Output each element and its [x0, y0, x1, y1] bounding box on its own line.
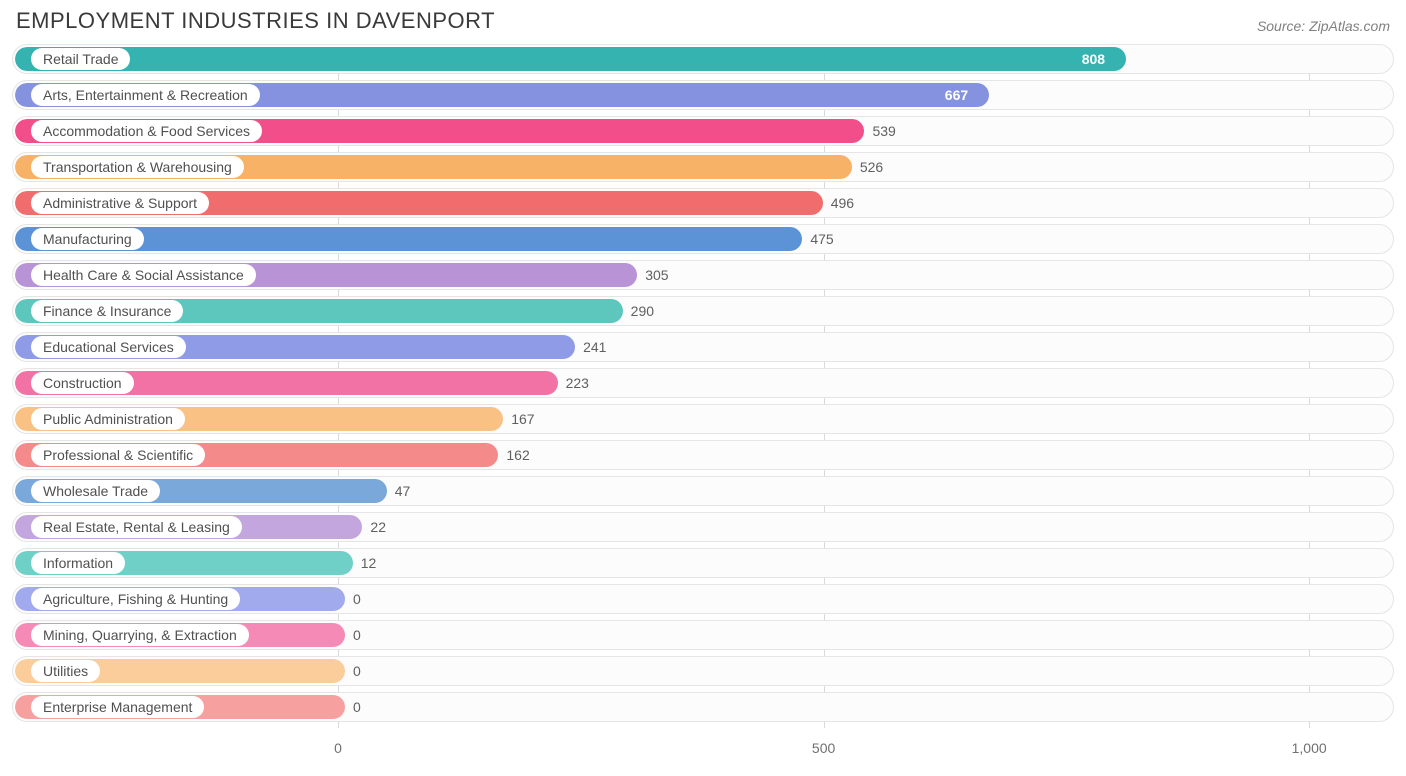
bar-track: [15, 227, 1391, 251]
value-label: 241: [583, 339, 606, 355]
bar-row: Transportation & Warehousing 526: [12, 152, 1394, 182]
value-label: 539: [872, 123, 895, 139]
value-label: 526: [860, 159, 883, 175]
category-label: Mining, Quarrying, & Extraction: [31, 624, 249, 646]
bar-track: [15, 47, 1391, 71]
category-label: Public Administration: [31, 408, 185, 430]
value-label: 162: [506, 447, 529, 463]
category-label: Professional & Scientific: [31, 444, 205, 466]
bar-track: [15, 551, 1391, 575]
bar-track: [15, 443, 1391, 467]
bar-row: Real Estate, Rental & Leasing 22: [12, 512, 1394, 542]
category-label: Arts, Entertainment & Recreation: [31, 84, 260, 106]
bar-row: Finance & Insurance 290: [12, 296, 1394, 326]
bar-row: Administrative & Support 496: [12, 188, 1394, 218]
category-label: Utilities: [31, 660, 100, 682]
category-label: Construction: [31, 372, 134, 394]
axis-tick-label: 0: [334, 740, 342, 756]
value-label: 0: [353, 591, 361, 607]
category-label: Wholesale Trade: [31, 480, 160, 502]
bar-row: Information 12: [12, 548, 1394, 578]
bar-row: Arts, Entertainment & Recreation 667: [12, 80, 1394, 110]
value-label: 496: [831, 195, 854, 211]
bar-track: [15, 299, 1391, 323]
category-label: Health Care & Social Assistance: [31, 264, 256, 286]
category-label: Educational Services: [31, 336, 186, 358]
bar-row: Manufacturing 475: [12, 224, 1394, 254]
axis-tick-label: 500: [812, 740, 835, 756]
bar-row: Utilities 0: [12, 656, 1394, 686]
value-label: 290: [631, 303, 654, 319]
bar-row: Mining, Quarrying, & Extraction 0: [12, 620, 1394, 650]
category-label: Transportation & Warehousing: [31, 156, 244, 178]
value-label: 0: [353, 627, 361, 643]
axis-tick-label: 1,000: [1292, 740, 1327, 756]
bar-row: Accommodation & Food Services 539: [12, 116, 1394, 146]
value-label: 223: [566, 375, 589, 391]
bar-row: Retail Trade 808: [12, 44, 1394, 74]
bar-row: Enterprise Management 0: [12, 692, 1394, 722]
bar-track: [15, 479, 1391, 503]
bar-row: Educational Services 241: [12, 332, 1394, 362]
category-label: Agriculture, Fishing & Hunting: [31, 588, 240, 610]
chart-source: Source: ZipAtlas.com: [1257, 18, 1390, 34]
category-label: Manufacturing: [31, 228, 144, 250]
value-label: 667: [945, 87, 968, 103]
value-label: 167: [511, 411, 534, 427]
category-label: Retail Trade: [31, 48, 130, 70]
bar-row: Construction 223: [12, 368, 1394, 398]
bar-track: [15, 695, 1391, 719]
chart-header: EMPLOYMENT INDUSTRIES IN DAVENPORT Sourc…: [12, 8, 1394, 44]
category-label: Enterprise Management: [31, 696, 204, 718]
category-label: Administrative & Support: [31, 192, 209, 214]
bar-row: Wholesale Trade 47: [12, 476, 1394, 506]
bar-row: Health Care & Social Assistance 305: [12, 260, 1394, 290]
bar-row: Public Administration 167: [12, 404, 1394, 434]
value-label: 22: [370, 519, 386, 535]
category-label: Real Estate, Rental & Leasing: [31, 516, 242, 538]
value-label: 12: [361, 555, 377, 571]
value-label: 0: [353, 699, 361, 715]
value-label: 305: [645, 267, 668, 283]
bar-row: Agriculture, Fishing & Hunting 0: [12, 584, 1394, 614]
bar-track: [15, 371, 1391, 395]
value-label: 808: [1082, 51, 1105, 67]
category-label: Finance & Insurance: [31, 300, 183, 322]
value-label: 47: [395, 483, 411, 499]
category-label: Accommodation & Food Services: [31, 120, 262, 142]
chart-area: 0 500 1,000 Retail Trade 808 Arts, Entertainm…: [12, 44, 1394, 756]
bar-fill: [15, 47, 1126, 71]
value-label: 0: [353, 663, 361, 679]
chart-title: EMPLOYMENT INDUSTRIES IN DAVENPORT: [16, 8, 495, 34]
bar-track: [15, 191, 1391, 215]
bar-row: Professional & Scientific 162: [12, 440, 1394, 470]
value-label: 475: [810, 231, 833, 247]
bar-track: [15, 335, 1391, 359]
bar-track: [15, 407, 1391, 431]
category-label: Information: [31, 552, 125, 574]
bar-track: [15, 659, 1391, 683]
